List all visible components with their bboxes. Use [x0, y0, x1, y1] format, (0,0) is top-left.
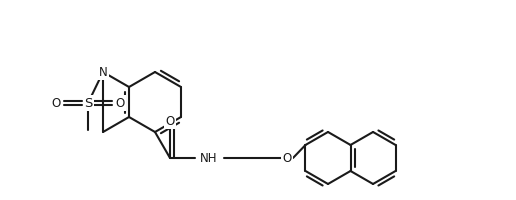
Text: O: O	[116, 97, 125, 110]
Text: O: O	[165, 115, 174, 128]
Text: N: N	[99, 66, 107, 79]
Text: NH: NH	[200, 152, 218, 165]
Text: S: S	[84, 97, 92, 110]
Text: O: O	[282, 152, 292, 165]
Text: O: O	[52, 97, 61, 110]
